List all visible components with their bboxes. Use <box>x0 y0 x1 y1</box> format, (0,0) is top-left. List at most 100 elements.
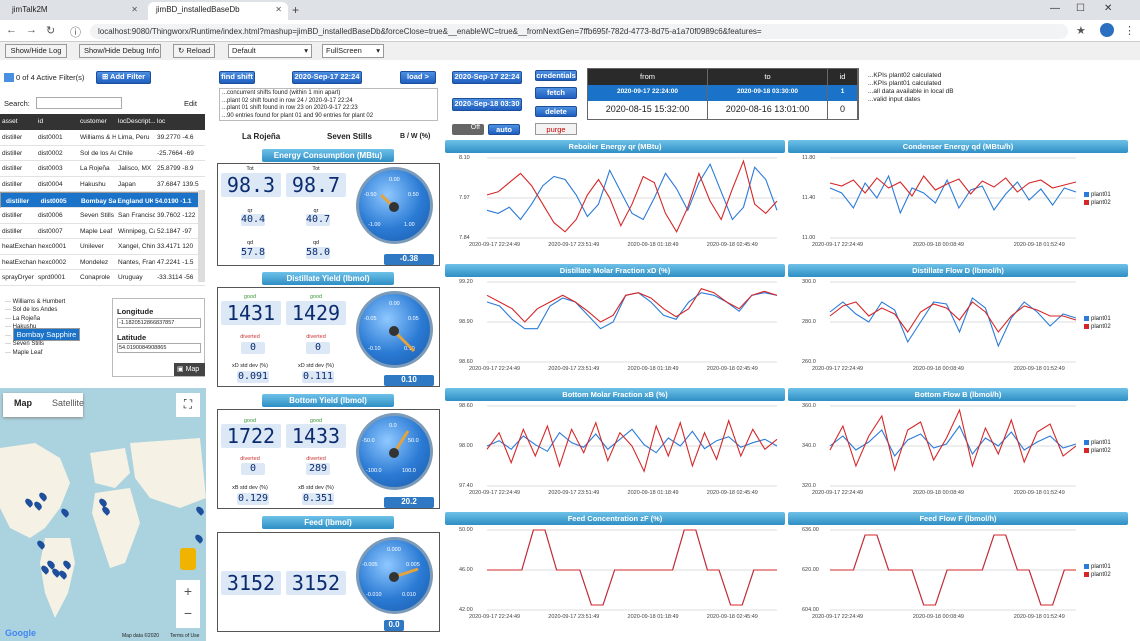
fetch-button[interactable]: fetch <box>535 87 577 99</box>
legend-item[interactable]: plant02 <box>1084 200 1111 206</box>
latitude-field[interactable]: 54.0190084908865 <box>117 343 201 353</box>
legend-label: plant02 <box>1091 324 1111 331</box>
legend-item[interactable]: plant01 <box>1084 440 1111 446</box>
map-tab[interactable]: Map <box>14 398 32 408</box>
tree-item[interactable]: ··· Hakushu <box>5 323 37 330</box>
table-row[interactable]: distiller dist0006 Seven Stills San Francis… <box>0 207 205 224</box>
x-tick-label: 2020-09-17 23:51:49 <box>548 366 600 372</box>
table-row[interactable]: distiller dist0001 Williams & HuLima, Peru… <box>0 130 205 146</box>
y-tick-label: 340.0 <box>802 443 816 449</box>
tree-item[interactable]: ··· Seven Stills <box>5 341 45 348</box>
browser-tab-installedbase[interactable]: jimBD_installedBaseDb ✕ <box>148 2 288 20</box>
mashup-select[interactable]: Default ▾ <box>228 44 312 58</box>
close-tab-icon[interactable]: ✕ <box>275 5 282 14</box>
table-scrollbar[interactable] <box>198 190 205 282</box>
table-row[interactable]: distiller dist0005 Bombay SappEngland UK54… <box>0 192 205 208</box>
table-row[interactable]: distiller dist0007 Maple Leaf Winnipeg, Can… <box>0 223 205 240</box>
energy-qr-b: 40.7 <box>306 214 331 226</box>
shift-row-selected[interactable]: 2020-09-17 22:24:00 2020-09-18 03:30:00 … <box>588 85 858 101</box>
longitude-field[interactable]: -1.1820512866837857 <box>117 318 201 328</box>
energy-gauge-overlay: 0.00 -0.50 0.50 -1.00 1.00 <box>356 167 433 244</box>
zoom-in-icon[interactable]: + <box>183 583 193 599</box>
col-customer[interactable]: customer <box>80 118 107 125</box>
tree-item[interactable]: ··· Williams & Humbert <box>5 299 66 305</box>
load-button[interactable]: load > <box>400 71 436 84</box>
tree-item[interactable]: ··· La Rojeña <box>5 315 41 322</box>
map-terms-link[interactable]: Terms of Use <box>170 633 200 639</box>
back-icon[interactable]: ← <box>6 24 17 36</box>
shift-date-button[interactable]: 2020-Sep-17 22:24 <box>292 71 362 84</box>
map-button[interactable]: ▣ Map <box>174 363 205 376</box>
menu-kebab-icon[interactable]: ⋮ <box>1124 25 1135 37</box>
search-input[interactable] <box>36 97 122 109</box>
distillate-std-a: 0.091 <box>237 371 269 383</box>
zoom-out-icon[interactable]: − <box>183 605 193 621</box>
cell-to: 2020-08-16 13:01:00 <box>708 101 828 119</box>
close-window-icon[interactable]: ✕ <box>1104 3 1113 14</box>
reload-icon[interactable]: ↻ <box>46 25 56 37</box>
y-tick-label: 98.60 <box>459 403 473 409</box>
legend-item[interactable]: plant01 <box>1084 316 1111 322</box>
show-hide-debug-button[interactable]: Show/Hide Debug Info <box>79 44 161 58</box>
from-date-button[interactable]: 2020-Sep-17 22:24 <box>452 71 522 84</box>
col-asset[interactable]: asset <box>2 118 18 125</box>
col-locdescript[interactable]: locDescript... <box>118 118 155 125</box>
reload-button[interactable]: ↻ Reload <box>173 44 215 58</box>
map-pin-icon: ▣ <box>177 366 184 373</box>
edit-link[interactable]: Edit <box>184 99 197 108</box>
tree-item[interactable]: ··· Sol de los Andes <box>5 307 58 314</box>
series-line-1 <box>486 292 778 330</box>
table-row[interactable]: sprayDryer sprd0001 Conaprole Uruguay -33.31… <box>0 270 205 286</box>
to-date-button[interactable]: 2020-Sep-18 03:30 <box>452 98 522 111</box>
legend-item[interactable]: plant02 <box>1084 448 1111 454</box>
legend-item[interactable]: plant02 <box>1084 324 1111 330</box>
satellite-tab[interactable]: Satellite <box>52 398 85 408</box>
minimize-icon[interactable]: — <box>1050 3 1060 14</box>
show-hide-log-button[interactable]: Show/Hide Log <box>5 44 67 58</box>
legend-label: plant01 <box>1091 440 1111 447</box>
info-icon[interactable]: ⓘ <box>70 27 81 39</box>
maximize-icon[interactable]: ☐ <box>1076 3 1085 14</box>
delete-button[interactable]: delete <box>535 106 577 117</box>
table-row[interactable]: distiller dist0004 Hakushu Japan 37.6847 139… <box>0 176 205 193</box>
auto-button[interactable]: auto <box>488 124 520 135</box>
fullscreen-select[interactable]: FullScreen ▾ <box>322 44 384 58</box>
table-row[interactable]: heatExchanghexc0001 Unilever Xangel, China… <box>0 239 205 255</box>
forward-icon[interactable]: → <box>26 24 37 36</box>
purge-button[interactable]: purge <box>535 123 577 135</box>
tree-item[interactable]: ··· Maple Leaf <box>5 349 43 356</box>
find-shift-button[interactable]: find shift <box>219 71 255 84</box>
credentials-button[interactable]: credentials <box>535 70 577 81</box>
add-filter-button[interactable]: ⊞ Add Filter <box>96 71 151 84</box>
tot-label-b: Tot <box>312 166 320 172</box>
auto-toggle[interactable]: Off <box>452 124 484 135</box>
url-field[interactable]: localhost:9080/Thingworx/Runtime/index.h… <box>90 24 1068 39</box>
table-row[interactable]: distiller dist0003 La Rojeña Jalisco, MX 25.… <box>0 161 205 177</box>
shift-row[interactable]: 2020-08-15 15:32:00 2020-08-16 13:01:00 … <box>588 101 858 119</box>
bottom-std-b: 0.351 <box>302 493 334 505</box>
col-loc[interactable]: loc <box>157 118 166 125</box>
close-tab-icon[interactable]: ✕ <box>131 5 138 14</box>
browser-tab-jimtalk[interactable]: jimTalk2M ✕ <box>4 2 144 20</box>
table-row[interactable]: distiller dist0002 Sol de los AndChile -25.… <box>0 145 205 162</box>
world-map[interactable]: Map Satellite ⛶ + − Google Map data ©202… <box>0 388 206 641</box>
xd-std-label-b: xD std dev (%) <box>297 363 335 369</box>
table-cell: dist0002 <box>38 149 63 157</box>
x-tick-label: 2020-09-18 00:08:49 <box>912 242 964 248</box>
diverted-label-b: diverted <box>306 456 326 462</box>
fullscreen-icon[interactable]: ⛶ <box>176 393 200 417</box>
tree-item[interactable]: ··· Bombay Sapphire <box>5 328 107 342</box>
new-tab-icon[interactable]: + <box>292 3 300 17</box>
table-cell: Chile <box>118 149 133 157</box>
legend-item[interactable]: plant02 <box>1084 572 1111 578</box>
filter-toggle-icon[interactable] <box>4 73 14 82</box>
legend-item[interactable]: plant01 <box>1084 564 1111 570</box>
bookmark-star-icon[interactable]: ★ <box>1076 25 1086 37</box>
x-tick-label: 2020-09-17 23:51:49 <box>548 242 600 248</box>
profile-avatar-icon[interactable] <box>1100 23 1114 37</box>
table-row[interactable]: heatExchanghexc0002 Mondelez Nantes, Franc… <box>0 254 205 271</box>
col-id[interactable]: id <box>38 118 44 125</box>
pegman-icon[interactable] <box>180 548 196 570</box>
legend-item[interactable]: plant01 <box>1084 192 1111 198</box>
feed-gauge-value: 0.0 <box>384 620 404 631</box>
